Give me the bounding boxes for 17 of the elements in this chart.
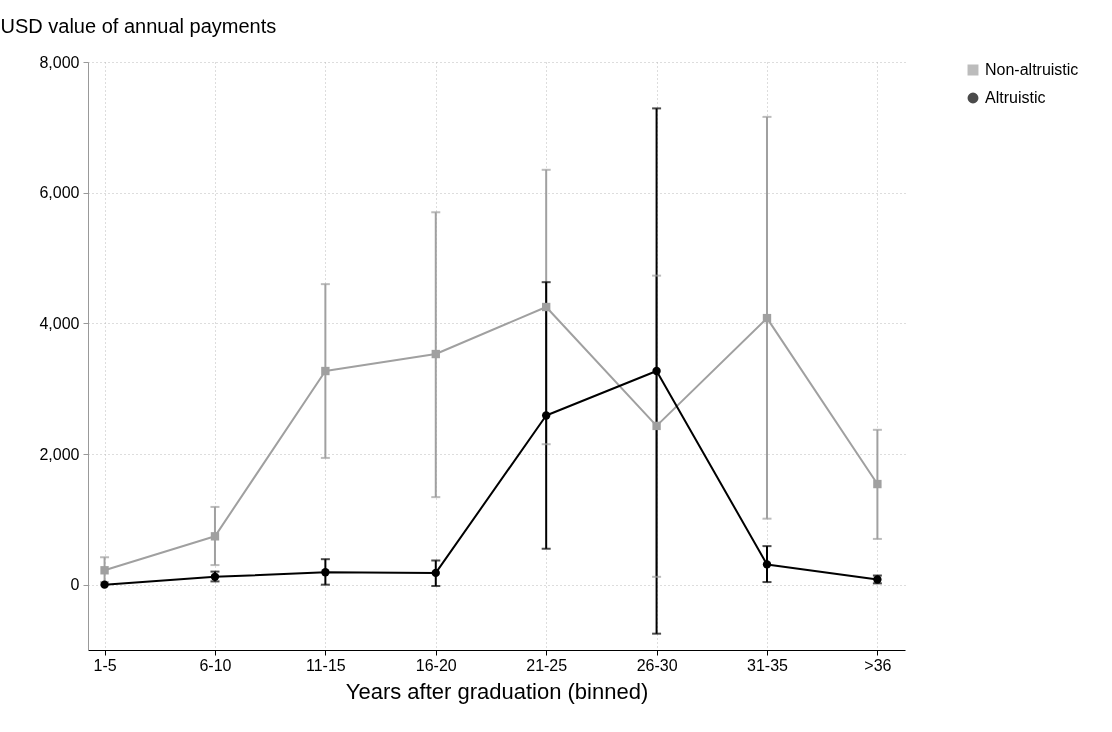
y-tick-label: 4,000 [39,314,80,332]
x-tick-label: 1-5 [93,656,117,674]
y-tick-label: 0 [70,576,80,594]
x-tick-label: 6-10 [199,656,232,674]
x-tick-label: 31-35 [747,656,789,674]
x-tick-label: 11-15 [306,656,346,674]
legend-label: Non-altruistic [985,61,1079,78]
x-tick-label: 26-30 [636,656,678,674]
y-axis-title: USD value of annual payments [0,14,277,37]
x-tick-label: 16-20 [415,656,457,674]
y-tick-label: 2,000 [39,445,80,463]
x-axis-title: Years after graduation (binned) [345,678,649,704]
legend-label: Altruistic [985,89,1046,106]
y-tick-label: 8,000 [39,53,80,71]
y-tick-label: 6,000 [39,184,80,202]
x-tick-label: 21-25 [526,656,568,674]
x-tick-label: >36 [864,656,892,674]
